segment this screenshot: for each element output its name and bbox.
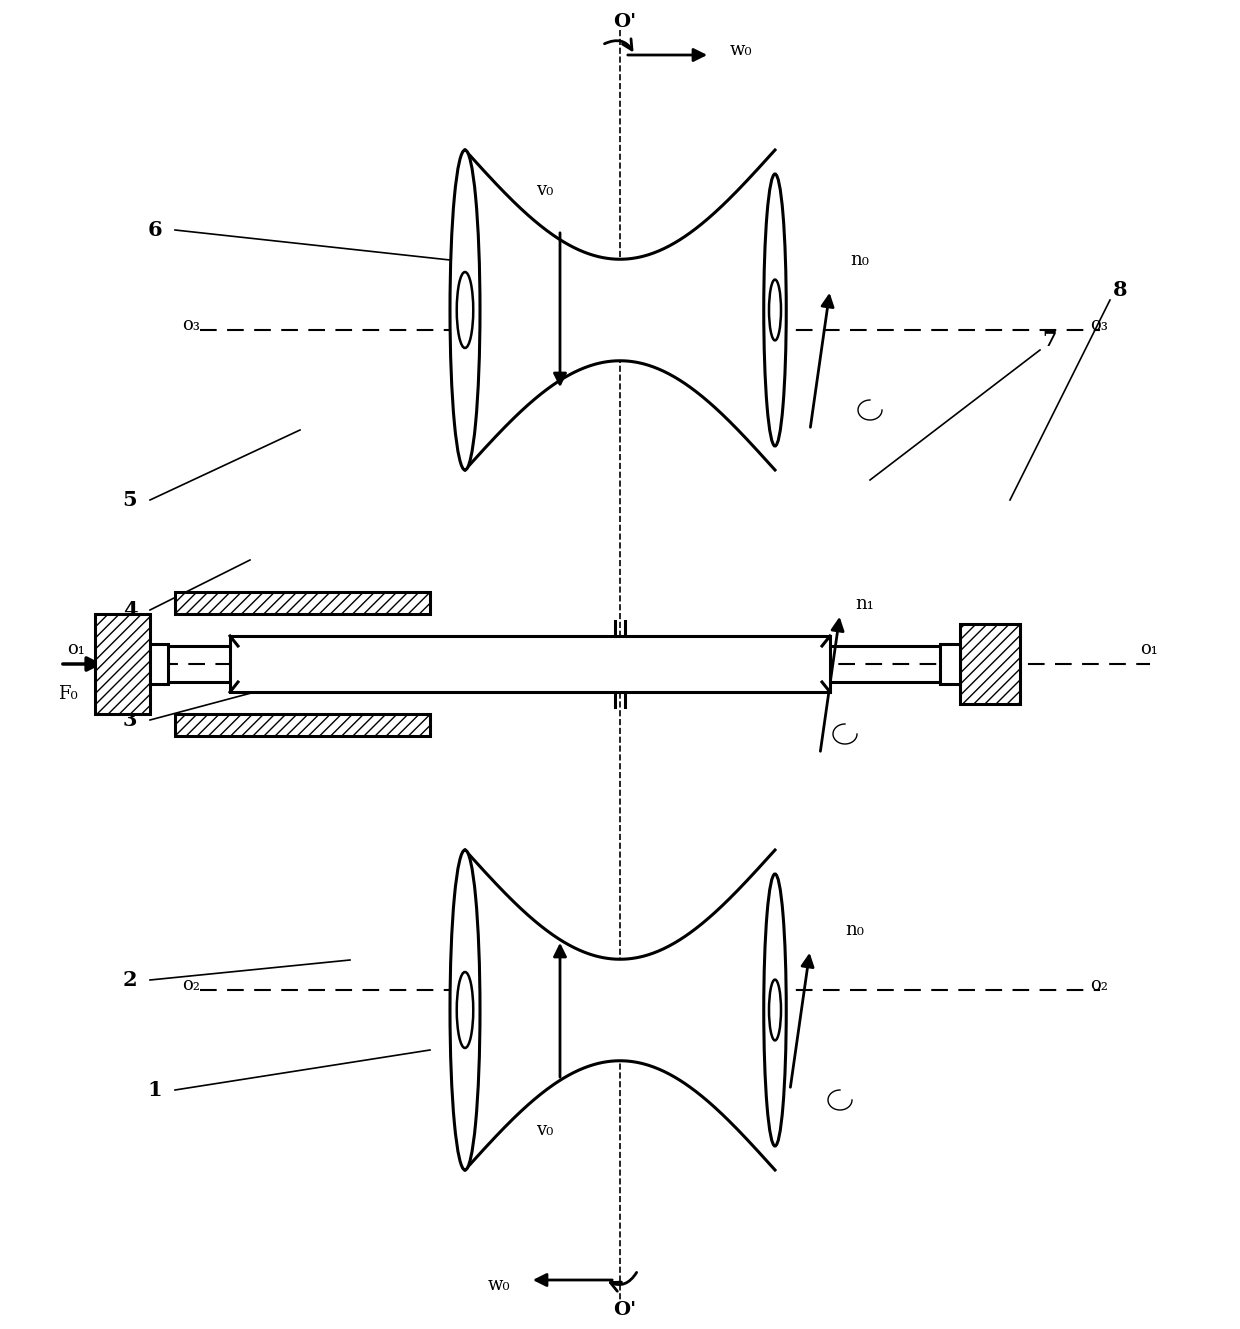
Bar (960, 625, 1021, 704)
Ellipse shape (764, 174, 786, 447)
Text: v₀: v₀ (537, 1120, 554, 1139)
Text: 4: 4 (123, 599, 138, 621)
Text: 2: 2 (123, 970, 138, 990)
Text: 6: 6 (148, 221, 162, 241)
Text: w₀: w₀ (487, 1276, 510, 1294)
Bar (150, 645, 167, 684)
Bar (175, 591, 430, 614)
Text: o₁: o₁ (1140, 641, 1158, 658)
Text: 7: 7 (1043, 330, 1058, 350)
Ellipse shape (456, 971, 474, 1049)
Text: v₁: v₁ (692, 637, 708, 655)
Text: n₁: n₁ (856, 595, 874, 613)
Text: v₀: v₀ (537, 181, 554, 199)
Text: 5: 5 (123, 490, 138, 510)
Text: o₂: o₂ (1090, 975, 1109, 994)
Text: o₃: o₃ (1090, 316, 1107, 334)
Text: 3: 3 (123, 710, 138, 730)
Text: 1: 1 (148, 1080, 162, 1100)
Bar (229, 637, 830, 692)
Text: n₀: n₀ (849, 251, 869, 268)
Text: 8: 8 (1112, 280, 1127, 300)
Text: o₂: o₂ (182, 975, 200, 994)
Bar (95, 614, 150, 714)
Text: n₀: n₀ (844, 921, 864, 940)
Ellipse shape (769, 979, 781, 1041)
Text: w₀: w₀ (730, 41, 753, 58)
Ellipse shape (456, 272, 474, 348)
Ellipse shape (450, 150, 480, 470)
Bar (940, 645, 960, 684)
Text: O': O' (614, 1301, 636, 1318)
Ellipse shape (769, 279, 781, 340)
Ellipse shape (450, 851, 480, 1170)
Text: o₁: o₁ (67, 641, 86, 658)
Bar (175, 714, 430, 736)
Ellipse shape (764, 874, 786, 1146)
Text: O': O' (614, 13, 636, 31)
Text: F₀: F₀ (58, 684, 78, 703)
Text: o₃: o₃ (182, 316, 200, 334)
